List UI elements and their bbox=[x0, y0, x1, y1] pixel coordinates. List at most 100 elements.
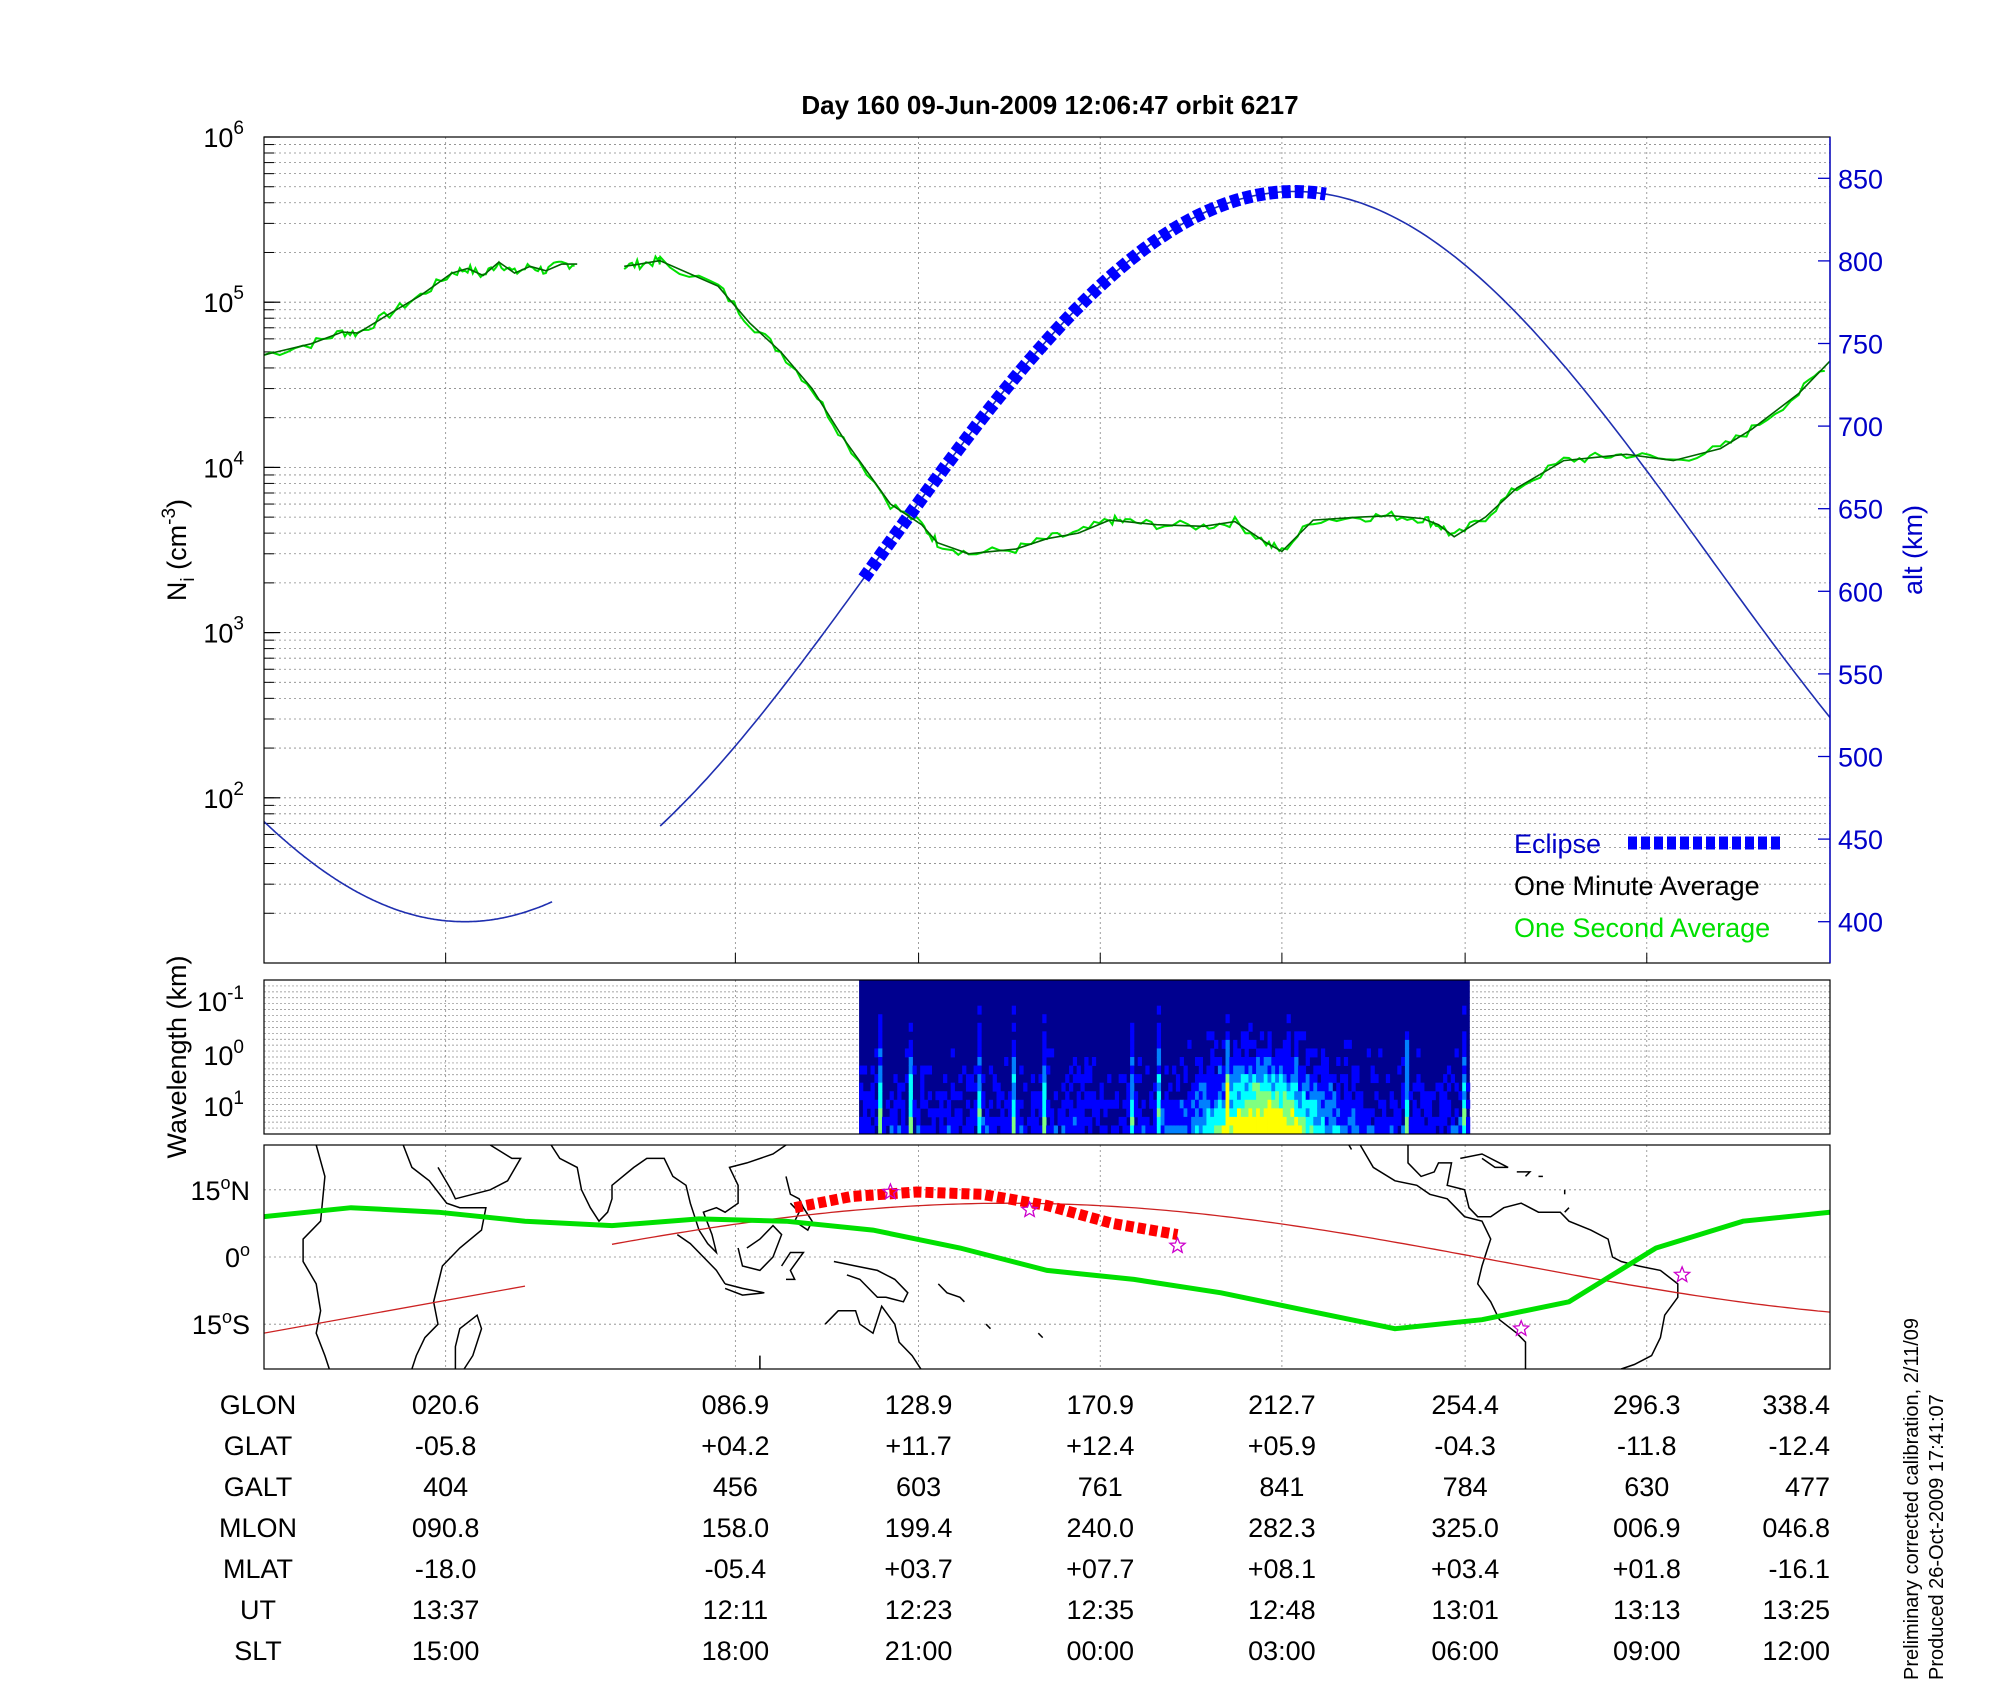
spectrogram-cell bbox=[1343, 1116, 1349, 1126]
star-marker bbox=[1672, 1265, 1692, 1283]
spectrogram-cell bbox=[1088, 1125, 1093, 1134]
spectrogram-y-label: Wavelength (km) bbox=[162, 955, 192, 1158]
spectrogram-cell bbox=[1336, 1125, 1341, 1134]
spectrogram-cell bbox=[908, 1039, 913, 1049]
spectrogram-cell bbox=[1103, 1099, 1108, 1109]
spectrogram-cell bbox=[977, 1108, 982, 1118]
spectrogram-cell bbox=[1042, 1057, 1047, 1066]
spectrogram-cell bbox=[1328, 1125, 1333, 1134]
spectrogram-cell bbox=[1137, 1108, 1142, 1118]
spectrogram-cell bbox=[950, 1048, 955, 1058]
spectrogram-cell bbox=[1278, 1057, 1284, 1066]
spectrogram-cell bbox=[1408, 1125, 1413, 1134]
spectrogram-cell bbox=[897, 1125, 902, 1134]
spectrogram-cell bbox=[1072, 1108, 1078, 1118]
spectrogram-cell bbox=[859, 1116, 864, 1126]
spectrogram-cell bbox=[1340, 1125, 1345, 1134]
spectrogram-cell bbox=[1282, 1125, 1287, 1134]
spectrogram-cell bbox=[912, 1108, 917, 1118]
spectrogram-cell bbox=[1412, 1108, 1417, 1118]
spectrogram-cell bbox=[1412, 1099, 1417, 1109]
spectrogram-cell bbox=[965, 1099, 971, 1109]
spectrogram-cell bbox=[1126, 1082, 1131, 1092]
table-row-label: GALT bbox=[224, 1472, 293, 1502]
spectrogram-cell bbox=[939, 1116, 944, 1126]
spectrogram-cell bbox=[1248, 1074, 1253, 1084]
spectrogram-cell bbox=[1362, 1125, 1368, 1134]
spectrogram-cell bbox=[1294, 1082, 1299, 1092]
spectrogram-cell bbox=[1038, 1099, 1043, 1109]
spectrogram-cell bbox=[1168, 1125, 1173, 1134]
spectrogram-cell bbox=[1191, 1099, 1196, 1109]
spectrogram-cell bbox=[1416, 1082, 1421, 1092]
spectrogram-cell bbox=[1263, 1099, 1268, 1109]
spectrogram-cell bbox=[1298, 1065, 1303, 1075]
spectrogram-cell bbox=[1259, 1099, 1265, 1109]
spectrogram-cell bbox=[1156, 1039, 1162, 1049]
spectrogram-cell bbox=[1343, 1057, 1349, 1066]
spectrogram-cell bbox=[889, 1091, 894, 1101]
spectrogram-cell bbox=[1038, 1091, 1043, 1101]
spectrogram-cell bbox=[1034, 1116, 1039, 1126]
spectrogram-cell bbox=[965, 1125, 971, 1134]
spectrogram-cell bbox=[992, 1074, 997, 1084]
spectrogram-cell bbox=[1076, 1116, 1081, 1126]
spectrogram-cell bbox=[1095, 1099, 1100, 1109]
spectrogram-cell bbox=[1000, 1116, 1005, 1126]
table-row-label: GLON bbox=[220, 1390, 297, 1420]
spectrogram-cell bbox=[1309, 1099, 1314, 1109]
spectrogram-cell bbox=[1431, 1091, 1436, 1101]
spectrogram-cell bbox=[1343, 1039, 1349, 1049]
spectrogram-cell bbox=[1198, 1065, 1204, 1075]
spectrogram-cell bbox=[1042, 1116, 1047, 1126]
spectrogram-cell bbox=[1023, 1125, 1028, 1134]
coastline bbox=[1037, 1332, 1044, 1339]
spectrogram-panel: 10-1 100 101 Wavelength (km) bbox=[162, 955, 1831, 1159]
spectrogram-cell bbox=[1317, 1116, 1322, 1126]
spectrogram-cell bbox=[1240, 1116, 1246, 1126]
spectrogram-cell bbox=[1030, 1125, 1036, 1134]
spectrogram-cell bbox=[1156, 1031, 1162, 1041]
spectrogram-cell bbox=[1275, 1099, 1280, 1109]
spectrogram-cell bbox=[1278, 1048, 1284, 1058]
spectrogram-cell bbox=[1336, 1091, 1341, 1101]
spectrogram-cell bbox=[1088, 1116, 1093, 1126]
spectrogram-cell bbox=[1179, 1125, 1184, 1134]
spectrogram-cell bbox=[1320, 1099, 1326, 1109]
spectrogram-cell bbox=[1114, 1091, 1120, 1101]
spectrogram-cell bbox=[920, 1125, 925, 1134]
spectrogram-cell bbox=[1049, 1116, 1055, 1126]
table-cell: +01.8 bbox=[1613, 1554, 1681, 1584]
spectrogram-cell bbox=[973, 1082, 978, 1092]
spectrogram-cell bbox=[1007, 1116, 1013, 1126]
spectrogram-cell bbox=[1141, 1125, 1146, 1134]
spectrogram-cell bbox=[1424, 1108, 1429, 1118]
table-cell: 13:37 bbox=[412, 1595, 480, 1625]
spectrogram-cell bbox=[1424, 1091, 1429, 1101]
spectrogram-cell bbox=[1320, 1048, 1326, 1058]
spectrogram-cell bbox=[1164, 1116, 1169, 1126]
spectrogram-cell bbox=[1099, 1082, 1104, 1092]
spectrogram-cell bbox=[1206, 1074, 1211, 1084]
spectrogram-cell bbox=[969, 1082, 974, 1092]
spectrogram-cell bbox=[1160, 1125, 1165, 1134]
spectrogram-cell bbox=[1282, 1065, 1287, 1075]
spectrogram-cell bbox=[908, 1091, 913, 1101]
spectrogram-cell bbox=[1206, 1125, 1211, 1134]
spectrogram-cell bbox=[1107, 1099, 1112, 1109]
spectrogram-cell bbox=[1336, 1108, 1341, 1118]
spectrogram-cell bbox=[1439, 1082, 1444, 1092]
spectrogram-cell bbox=[985, 1108, 990, 1118]
spectrogram-cell bbox=[1317, 1125, 1322, 1134]
spectrogram-cell bbox=[1225, 1048, 1230, 1058]
spectrogram-cell bbox=[1187, 1116, 1192, 1126]
spectrogram-cell bbox=[1290, 1065, 1295, 1075]
spectrogram-cell bbox=[1149, 1125, 1154, 1134]
spectrogram-cell bbox=[1004, 1116, 1009, 1126]
spectrogram-cell bbox=[1340, 1099, 1345, 1109]
spectrogram-cell bbox=[1191, 1091, 1196, 1101]
spectrogram-cell bbox=[1305, 1125, 1310, 1134]
altitude-tick-label: 650 bbox=[1838, 495, 1883, 525]
spectrogram-cell bbox=[1225, 1116, 1230, 1126]
coastline bbox=[985, 1323, 992, 1330]
